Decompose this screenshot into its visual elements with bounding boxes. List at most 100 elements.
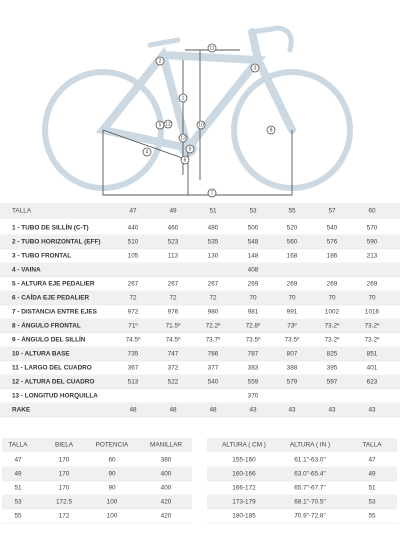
cell: 787 (248, 351, 259, 358)
header-cell: ALTURA ( CM ) (222, 442, 266, 449)
cell: 53 (14, 499, 22, 506)
cell: 70 (288, 295, 296, 302)
cell: 172 (59, 513, 70, 520)
label-circle (155, 56, 165, 66)
row-label: 13 - LONGITUD HORQUILLA (12, 393, 98, 400)
cell: 576 (327, 239, 338, 246)
cell: 1016 (365, 309, 380, 316)
cell: 590 (367, 239, 378, 246)
label-number: 7 (211, 191, 214, 197)
label-number: 10 (198, 123, 204, 129)
cell: 71.5º (166, 323, 181, 330)
cell: 560 (287, 239, 298, 246)
header-band (0, 203, 400, 219)
cell: 172.5 (56, 499, 72, 506)
row-band (0, 263, 400, 277)
cell: 825 (327, 351, 338, 358)
row-label: 10 - ALTURA BASE (12, 351, 70, 358)
cell: 90 (108, 485, 116, 492)
cell: 579 (287, 379, 298, 386)
row-label: 8 - ÁNGULO FRONTAL (12, 321, 81, 330)
cell: 47 (14, 457, 22, 464)
cell: 400 (161, 471, 172, 478)
cell: 420 (161, 499, 172, 506)
cell: 168 (287, 253, 298, 260)
saddle-bars (147, 25, 294, 53)
cell: 735 (128, 351, 139, 358)
cell: 395 (327, 365, 338, 372)
row-band (0, 319, 400, 333)
cell: 70 (328, 295, 336, 302)
label-number: 9 (189, 147, 192, 153)
row-label: RAKE (12, 407, 31, 414)
cell: 548 (248, 239, 259, 246)
row-band (0, 235, 400, 249)
cell: 981 (248, 309, 259, 316)
cell: 73.2º (365, 337, 380, 344)
cell: 49 (14, 471, 22, 478)
row-band (207, 467, 397, 481)
cell: 440 (128, 225, 139, 232)
cell: 213 (367, 253, 378, 260)
cell: 47 (368, 457, 376, 464)
label-circle (196, 120, 206, 130)
header-size: 51 (209, 208, 217, 215)
cell: 540 (327, 225, 338, 232)
label-number: 2 (159, 59, 162, 65)
label-number: 13 (180, 136, 186, 142)
row-band (0, 403, 400, 417)
cell: 851 (367, 351, 378, 358)
cell: 72 (129, 295, 137, 302)
label-circle (207, 188, 217, 198)
header-size: 60 (368, 208, 376, 215)
cell: 383 (248, 365, 259, 372)
header-cell: TALLA (8, 442, 28, 449)
header-band (207, 438, 397, 452)
cell: 370 (248, 393, 259, 400)
header-cell: ALTURA ( IN ) (290, 442, 330, 449)
cell: 51 (368, 485, 376, 492)
label-circle (142, 147, 152, 157)
cell: 388 (287, 365, 298, 372)
cell: 70 (368, 295, 376, 302)
row-band (2, 467, 192, 481)
cell: 460 (168, 225, 179, 232)
cell: 597 (327, 379, 338, 386)
cell: 367 (128, 365, 139, 372)
cell: 72.2º (206, 323, 221, 330)
cell: 513 (128, 379, 139, 386)
cell: 522 (168, 379, 179, 386)
cell: 166-172 (232, 485, 256, 492)
row-band (207, 495, 397, 509)
cell: 976 (168, 309, 179, 316)
cell: 73.7º (206, 337, 221, 344)
row-label: 2 - TUBO HORIZONTAL (EFF) (12, 239, 101, 246)
row-band (0, 375, 400, 389)
header-size: 57 (328, 208, 336, 215)
cell: 269 (287, 281, 298, 288)
header-cell: BIELA (55, 442, 74, 449)
cell: 130 (208, 253, 219, 260)
header-cell: TALLA (362, 442, 382, 449)
cell: 170 (59, 471, 70, 478)
cell: 500 (248, 225, 259, 232)
row-label: 7 - DISTANCIA ENTRE EJES (12, 309, 98, 316)
header-size: 47 (129, 208, 137, 215)
row-band (0, 347, 400, 361)
row-band (0, 291, 400, 305)
label-number: 11 (209, 46, 214, 52)
label-number: 3 (254, 66, 257, 72)
cell: 523 (168, 239, 179, 246)
cell: 269 (327, 281, 338, 288)
label-number: 6 (184, 158, 187, 164)
label-circle (266, 125, 276, 135)
cell: 570 (367, 225, 378, 232)
row-label: 5 - ALTURA EJE PEDALIER (12, 281, 95, 288)
cell: 55 (14, 513, 22, 520)
cell: 55 (368, 513, 376, 520)
header-size: 55 (288, 208, 296, 215)
row-label: 12 - ALTURA DEL CUADRO (12, 379, 94, 386)
row-label: 4 - VAINA (12, 267, 41, 274)
